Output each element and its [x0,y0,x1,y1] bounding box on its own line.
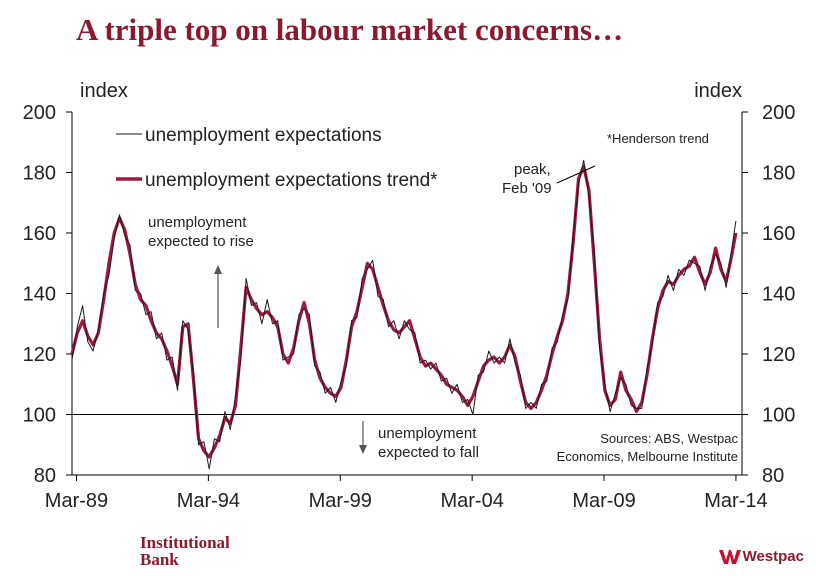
x-tick-label: Mar-99 [309,490,372,512]
y-tick-label-right: 100 [762,405,795,427]
peak-label-line1: peak, [514,161,551,178]
westpac-logo: Westpac [718,548,804,565]
footer-left-line1: Institutional [140,533,230,552]
rise-label-line2: expected to rise [148,233,254,250]
y-tick-label-right: 160 [762,223,795,245]
y-tick-label-left: 180 [23,163,56,185]
x-tick-label: Mar-04 [440,490,503,512]
sources-line1: Sources: ABS, Westpac [600,431,738,446]
x-tick-label: Mar-14 [704,490,767,512]
y-tick-label-right: 120 [762,344,795,366]
annotation-layer: unemployment expectations unemployment ex… [116,125,738,464]
series-line-raw [71,159,737,470]
y-tick-label-right: 140 [762,284,795,306]
series-layer [70,159,738,470]
fall-label-line1: unemployment [378,425,477,442]
y-tick-label-left: 80 [34,465,56,487]
peak-label-line2: Feb '09 [502,180,552,197]
rise-arrow-head-icon [214,265,222,274]
fall-label-line2: expected to fall [378,444,479,461]
sources-line2: Economics, Melbourne Institute [557,449,738,464]
y-tick-label-right: 80 [762,465,784,487]
legend-label-raw: unemployment expectations [145,125,382,146]
brand-name: Westpac [742,548,804,565]
footer-left-line2: Bank [140,550,179,569]
legend-label-trend: unemployment expectations trend* [145,170,438,191]
y-tick-label-left: 100 [23,405,56,427]
y-axis-label-right: index [694,80,742,102]
x-tick-label: Mar-89 [45,490,108,512]
x-tick-label: Mar-94 [177,490,240,512]
chart-title: A triple top on labour market concerns… [76,12,624,47]
y-tick-label-left: 140 [23,284,56,306]
rise-label-line1: unemployment [148,214,247,231]
peak-pointer-line [556,165,596,184]
y-tick-label-right: 200 [762,102,795,124]
x-tick-label: Mar-09 [572,490,635,512]
y-tick-label-left: 160 [23,223,56,245]
fall-arrow-head-icon [359,445,367,454]
y-axis-label-left: index [80,80,128,102]
y-tick-label-left: 120 [23,344,56,366]
westpac-w-icon [718,549,741,564]
henderson-note: *Henderson trend [607,131,709,146]
axes-layer: 80 80 100 100 120 120 140 140 160 160 180 180 200 200… [23,80,796,512]
institutional-bank-logo: Institutional Bank [140,534,230,568]
series-line-trend [70,164,738,459]
y-tick-label-right: 180 [762,163,795,185]
y-tick-label-left: 200 [23,102,56,124]
